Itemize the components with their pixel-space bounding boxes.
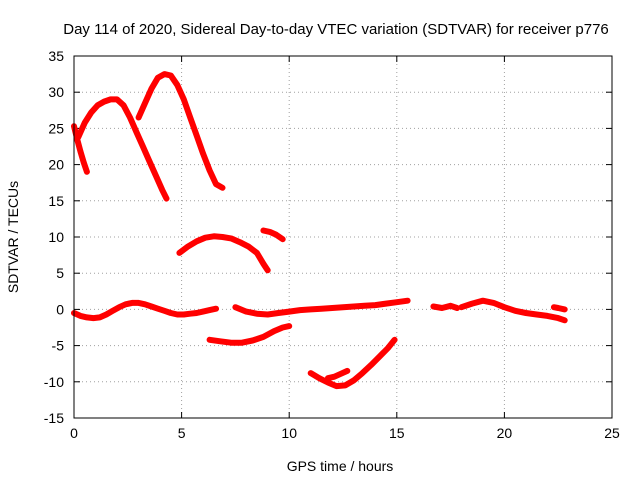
- series-arc-l: [458, 297, 568, 324]
- tick-layer: 0 5 10 15 20 25 -15 -10 -5 0 5 10 15 20 25 30 35: [44, 48, 620, 441]
- y-tick-label: 20: [48, 157, 64, 173]
- series-arc-d: [176, 233, 271, 274]
- y-tick-label: 15: [48, 193, 64, 209]
- series-arc-g: [232, 297, 411, 318]
- x-tick-label: 20: [497, 425, 513, 441]
- y-tick-label: 25: [48, 120, 64, 136]
- y-tick-label: 5: [56, 265, 64, 281]
- y-axis-label: SDTVAR / TECUs: [5, 181, 21, 293]
- series-layer: [71, 71, 568, 390]
- series-arc-j: [324, 367, 351, 382]
- y-tick-label: 10: [48, 229, 64, 245]
- x-tick-label: 15: [389, 425, 405, 441]
- grid-layer: [74, 56, 612, 418]
- series-arc-k: [430, 302, 461, 311]
- x-tick-label: 5: [178, 425, 186, 441]
- series-arc-f: [71, 299, 219, 322]
- series-arc-c: [135, 71, 226, 191]
- series-arc-m: [550, 304, 568, 313]
- x-tick-label: 25: [604, 425, 620, 441]
- y-tick-label: -5: [52, 338, 65, 354]
- plot-frame: [73, 55, 613, 419]
- x-tick-label: 0: [70, 425, 78, 441]
- y-tick-label: -15: [44, 410, 64, 426]
- series-arc-b: [75, 96, 170, 202]
- x-tick-label: 10: [281, 425, 297, 441]
- series-arc-e: [260, 227, 286, 243]
- chart-title: Day 114 of 2020, Sidereal Day-to-day VTE…: [63, 21, 609, 38]
- y-tick-label: -10: [44, 374, 64, 390]
- series-arc-i: [307, 336, 398, 390]
- y-tick-label: 35: [48, 48, 64, 64]
- y-tick-label: 0: [56, 301, 64, 317]
- series-arc-h: [206, 323, 293, 346]
- y-tick-label: 30: [48, 84, 64, 100]
- x-axis-label: GPS time / hours: [287, 458, 394, 474]
